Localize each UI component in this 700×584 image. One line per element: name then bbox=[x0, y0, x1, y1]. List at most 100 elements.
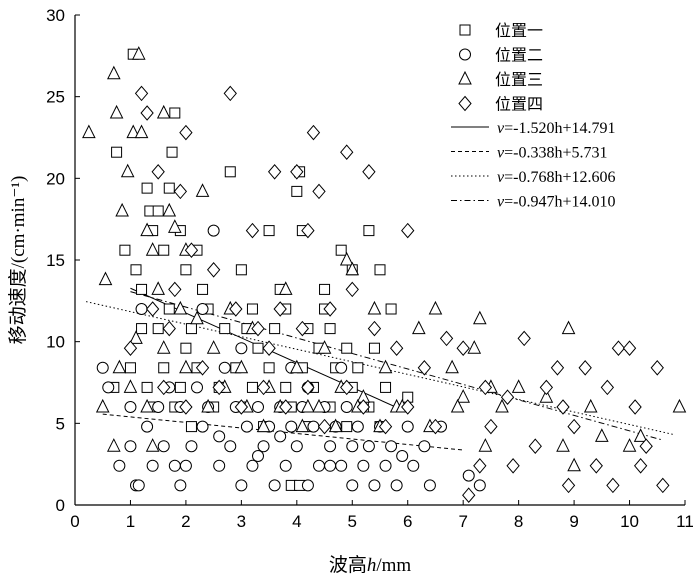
circle-point bbox=[274, 430, 287, 443]
triangle-point bbox=[107, 65, 121, 80]
triangle-point bbox=[206, 340, 221, 354]
circle-point bbox=[396, 450, 409, 462]
circle-point bbox=[213, 430, 226, 443]
x-tick-label: 4 bbox=[292, 512, 301, 531]
square-point bbox=[352, 362, 364, 374]
diamond-point bbox=[184, 242, 199, 258]
legend-equation: v=-1.520h+14.791 bbox=[497, 120, 615, 137]
markers bbox=[82, 46, 687, 503]
x-tick-label: 0 bbox=[70, 512, 79, 531]
circle-point bbox=[346, 440, 359, 453]
square-point bbox=[269, 323, 281, 335]
circle-point bbox=[207, 224, 220, 237]
circle-point bbox=[390, 479, 403, 492]
square-point bbox=[130, 264, 142, 276]
diamond-point bbox=[179, 399, 193, 415]
square-point bbox=[141, 381, 153, 393]
diamond-point bbox=[589, 458, 603, 474]
diamond-point bbox=[567, 418, 581, 435]
circle-point bbox=[357, 459, 370, 472]
triangle-point bbox=[539, 389, 554, 403]
x-tick-label: 10 bbox=[620, 512, 639, 531]
square-point bbox=[158, 244, 170, 256]
circle-point bbox=[246, 459, 259, 472]
diamond-point bbox=[140, 105, 154, 121]
x-ticks: 0 1 2 3 4 5 6 7 8 9 10 11 bbox=[70, 500, 694, 531]
circle-point bbox=[340, 401, 353, 413]
triangle-point bbox=[428, 300, 443, 315]
triangle-point bbox=[123, 379, 138, 393]
diamond-point bbox=[251, 320, 265, 337]
diamond-point bbox=[462, 487, 476, 503]
circle-point bbox=[102, 381, 115, 394]
diamond-point bbox=[556, 399, 570, 415]
square-point bbox=[166, 146, 178, 158]
x-tick-label: 9 bbox=[569, 512, 578, 531]
y-tick-label: 30 bbox=[46, 6, 65, 25]
legend-label: 位置一 bbox=[495, 22, 543, 40]
diamond-point bbox=[611, 340, 626, 356]
circle-point bbox=[385, 440, 398, 453]
diamond-point bbox=[356, 399, 371, 415]
circle-point bbox=[407, 459, 420, 472]
triangle-point bbox=[445, 359, 459, 374]
diamond-point bbox=[179, 124, 193, 141]
diamond-point bbox=[362, 164, 376, 180]
circle-point bbox=[335, 361, 348, 374]
diamond-point bbox=[301, 222, 315, 239]
diamond-point bbox=[295, 320, 310, 337]
diamond-point bbox=[168, 281, 182, 298]
diamond-point bbox=[223, 85, 237, 102]
triangle-point bbox=[467, 340, 482, 354]
legend-label: 位置三 bbox=[495, 71, 543, 89]
square-point bbox=[152, 205, 164, 217]
y-tick-label: 15 bbox=[46, 251, 65, 270]
diamond-point bbox=[606, 477, 620, 494]
legend-label: 位置四 bbox=[495, 96, 543, 114]
square-point bbox=[246, 381, 258, 393]
legend-marker-circle bbox=[459, 48, 471, 61]
series-4 bbox=[123, 85, 670, 503]
square-point bbox=[185, 323, 197, 335]
square-point bbox=[197, 283, 209, 295]
square-point bbox=[180, 264, 192, 276]
diamond-point bbox=[290, 164, 304, 180]
x-axis-title: 波高h/mm bbox=[329, 554, 412, 576]
legend-equation: v=-0.768h+12.606 bbox=[497, 169, 615, 186]
diamond-point bbox=[639, 438, 653, 454]
diamond-point bbox=[256, 379, 271, 396]
diamond-point bbox=[561, 477, 576, 494]
square-point bbox=[280, 381, 292, 393]
triangle-point bbox=[367, 300, 382, 315]
diamond-point bbox=[195, 360, 210, 376]
circle-point bbox=[473, 479, 486, 492]
triangle-point bbox=[495, 398, 509, 413]
circle-point bbox=[168, 459, 181, 472]
triangle-point bbox=[82, 124, 96, 139]
diamond-point bbox=[245, 222, 260, 239]
legend-equation: v=-0.338h+5.731 bbox=[497, 145, 607, 162]
triangle-point bbox=[179, 359, 193, 374]
triangle-point bbox=[162, 202, 177, 217]
diamond-point bbox=[650, 360, 664, 376]
triangle-point bbox=[456, 389, 470, 403]
circle-point bbox=[324, 440, 337, 453]
diamond-point bbox=[506, 458, 520, 474]
square-point bbox=[174, 381, 186, 393]
series-2 bbox=[96, 224, 486, 492]
triangle-point bbox=[173, 300, 188, 315]
circle-point bbox=[96, 361, 109, 374]
fit-line-4 bbox=[130, 291, 663, 441]
diamond-point bbox=[267, 164, 282, 180]
diamond-point bbox=[162, 320, 176, 337]
triangle-point bbox=[328, 418, 343, 433]
diamond-point bbox=[378, 418, 393, 435]
circle-point bbox=[196, 420, 209, 433]
square-point bbox=[163, 303, 175, 315]
fit-line-2 bbox=[102, 413, 464, 451]
circle-point bbox=[351, 420, 364, 433]
diamond-point bbox=[317, 418, 332, 435]
diamond-point bbox=[478, 379, 493, 396]
square-point bbox=[263, 225, 275, 237]
circle-point bbox=[240, 420, 253, 433]
